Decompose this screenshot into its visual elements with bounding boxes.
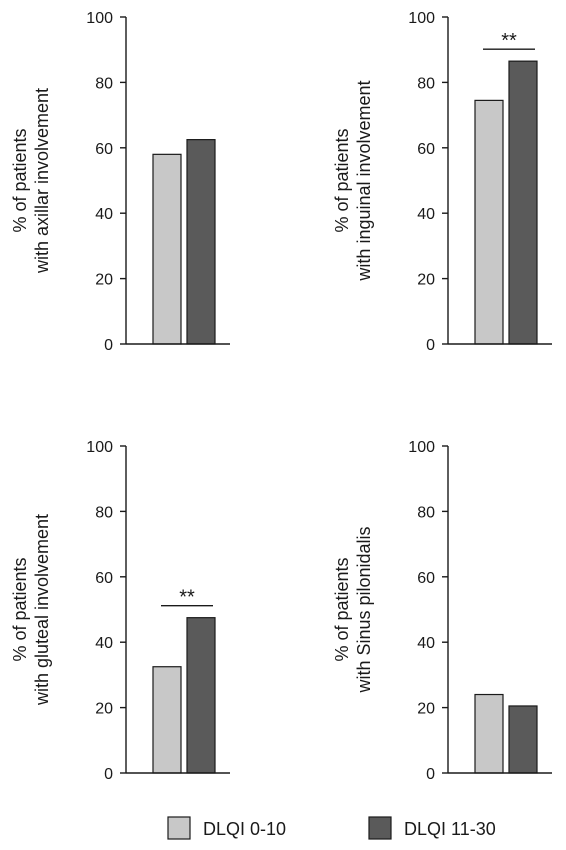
y-tick-label-axillar-80: 80 [95,75,113,92]
legend-label-dlqi-0-10: DLQI 0-10 [203,819,286,839]
bar-inguinal-dlqi-11-30 [508,60,538,345]
y-tick-label-sinus-pilonidalis-0: 0 [426,766,435,783]
significance-marker-gluteal: ** [179,587,195,609]
y-tick-label-axillar-100: 100 [86,10,113,27]
legend-label-dlqi-11-30: DLQI 11-30 [404,819,496,839]
y-tick-label-inguinal-0: 0 [426,337,435,354]
y-tick-label-axillar-0: 0 [104,337,113,354]
y-tick-label-gluteal-80: 80 [95,504,113,521]
chart-panel-gluteal: 0 20 40 60 80 100 % of patients with gluteal in… [10,439,230,783]
y-tick-label-sinus-pilonidalis-20: 20 [417,701,435,718]
y-tick-label-inguinal-40: 40 [417,206,435,223]
bar-sinus-pilonidalis-dlqi-11-30 [508,705,538,774]
bar-sinus-pilonidalis-dlqi-0-10 [474,693,504,774]
chart-panel-inguinal: 0 20 40 60 80 100 % of patients with inguinal i… [332,10,552,354]
y-axis-label-gluteal-line-2: with gluteal involvement [32,514,52,706]
y-tick-label-gluteal-60: 60 [95,570,113,587]
legend-swatch-dlqi-0-10 [167,816,191,840]
y-tick-label-inguinal-60: 60 [417,141,435,158]
y-tick-label-sinus-pilonidalis-60: 60 [417,570,435,587]
y-tick-label-sinus-pilonidalis-80: 80 [417,504,435,521]
y-tick-label-inguinal-100: 100 [408,10,435,27]
y-tick-label-gluteal-20: 20 [95,701,113,718]
y-tick-label-gluteal-100: 100 [86,439,113,456]
y-tick-label-axillar-20: 20 [95,272,113,289]
bar-gluteal-dlqi-11-30 [186,617,216,774]
significance-marker-inguinal: ** [501,30,517,52]
bar-inguinal-dlqi-0-10 [474,99,504,345]
legend: DLQI 0-10 DLQI 11-30 [167,816,496,840]
y-tick-label-axillar-60: 60 [95,141,113,158]
chart-panel-sinus-pilonidalis: 0 20 40 60 80 100 % of patients with Sinus pilo… [332,439,552,783]
bar-gluteal-dlqi-0-10 [152,666,182,774]
y-axis-label-axillar-line-2: with axillar involvement [32,88,52,274]
y-tick-label-sinus-pilonidalis-40: 40 [417,635,435,652]
y-tick-label-axillar-40: 40 [95,206,113,223]
legend-swatch-dlqi-11-30 [368,816,392,840]
chart-panel-axillar: 0 20 40 60 80 100 % of patients with axillar in… [10,10,230,354]
bar-axillar-dlqi-11-30 [186,139,216,345]
y-axis-label-gluteal-line-1: % of patients [10,557,30,661]
y-tick-label-inguinal-80: 80 [417,75,435,92]
y-tick-label-gluteal-40: 40 [95,635,113,652]
y-tick-label-inguinal-20: 20 [417,272,435,289]
y-axis-label-inguinal-line-2: with inguinal involvement [354,80,374,281]
y-axis-label-sinus-pilonidalis-line-1: % of patients [332,557,352,661]
bar-axillar-dlqi-0-10 [152,153,182,345]
y-tick-label-gluteal-0: 0 [104,766,113,783]
y-tick-label-sinus-pilonidalis-100: 100 [408,439,435,456]
y-axis-label-inguinal-line-1: % of patients [332,128,352,232]
y-axis-label-axillar-line-1: % of patients [10,128,30,232]
y-axis-label-sinus-pilonidalis-line-2: with Sinus pilonidalis [354,526,374,693]
